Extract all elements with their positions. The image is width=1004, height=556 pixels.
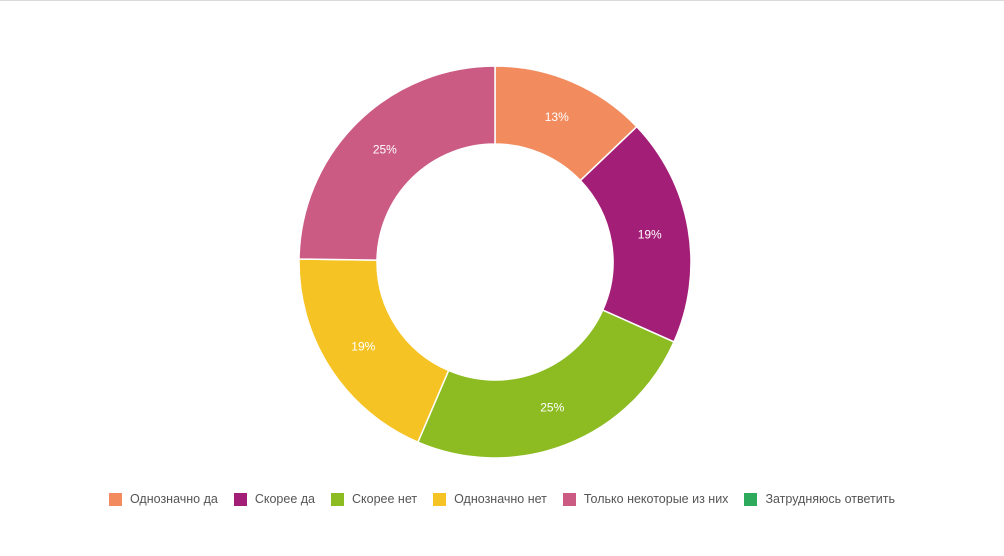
legend-item-4[interactable]: Однозначно нет: [433, 492, 547, 506]
slice-label-2: 19%: [638, 227, 662, 241]
slice-label-3: 25%: [540, 400, 564, 414]
legend-swatch: [108, 492, 122, 506]
slice-label-5: 25%: [373, 142, 397, 156]
legend-label: Однозначно да: [129, 492, 218, 506]
legend-label: Скорее нет: [352, 492, 418, 506]
legend-swatch: [562, 492, 576, 506]
legend-label: Скорее да: [254, 492, 316, 506]
chart-legend: Однозначно да Скорее да Скорее нет Однознач…: [0, 492, 1004, 506]
legend-item-6[interactable]: Затрудняюсь ответить: [744, 492, 895, 506]
legend-label: Однозначно нет: [454, 492, 547, 506]
legend-item-3[interactable]: Скорее нет: [331, 492, 417, 506]
legend-swatch: [233, 492, 247, 506]
legend-item-5[interactable]: Только некоторые из них: [562, 492, 729, 506]
legend-item-1[interactable]: Однозначно да: [108, 492, 218, 506]
legend-label: Затрудняюсь ответить: [765, 492, 895, 506]
legend-swatch: [331, 492, 345, 506]
legend-item-2[interactable]: Скорее да: [233, 492, 316, 506]
slice-label-4: 19%: [351, 340, 375, 354]
legend-label: Только некоторые из них: [583, 492, 729, 506]
slices-group: [298, 65, 692, 459]
slice-5[interactable]: [298, 65, 496, 261]
top-divider: [0, 0, 1004, 1]
donut-chart: 13% 19% 25% 19% 25%: [298, 65, 692, 459]
labels-group: 13% 19% 25% 19% 25%: [351, 110, 662, 415]
legend-swatch: [433, 492, 447, 506]
slice-label-1: 13%: [545, 110, 569, 124]
legend-swatch: [744, 492, 758, 506]
slice-3[interactable]: [416, 309, 675, 459]
